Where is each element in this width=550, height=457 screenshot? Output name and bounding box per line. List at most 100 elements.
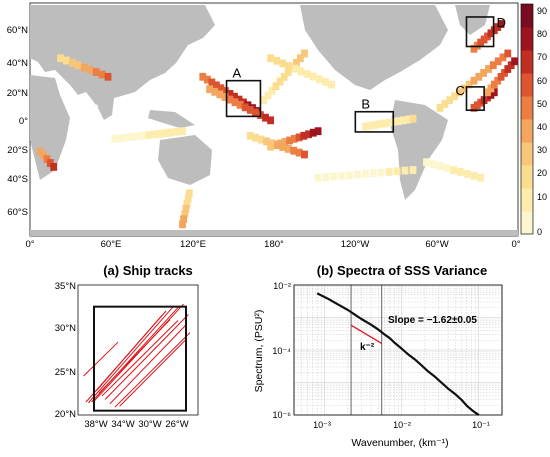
heat-cell <box>122 133 130 142</box>
heat-cell <box>231 92 238 101</box>
ship-tracks-y-tick: 20°N <box>55 409 76 420</box>
colorbar-tick: 30 <box>537 145 547 155</box>
heat-cell <box>241 103 249 112</box>
heat-cell <box>314 127 322 136</box>
spectra-y-tick: 10⁻⁶ <box>273 410 292 420</box>
spectra-x-label: Wavenumber, (km⁻¹) <box>351 437 448 449</box>
spectra-y-label: Spectrum, (PSU²) <box>253 310 265 393</box>
heat-cell <box>267 54 274 63</box>
colorbar-cells <box>521 4 533 235</box>
heat-cell <box>489 61 497 70</box>
heat-cell <box>450 166 457 174</box>
heat-cell <box>217 84 225 93</box>
colorbar-tick: 70 <box>537 52 547 62</box>
heat-cell <box>281 138 289 146</box>
heat-cell <box>236 100 244 109</box>
region-label: C <box>455 83 464 98</box>
k-minus-two-annotation: k⁻² <box>360 342 375 353</box>
ship-track-lines <box>83 303 191 408</box>
heat-cell <box>204 75 211 84</box>
map-y-tick: 20°S <box>7 145 28 156</box>
heat-cell <box>499 53 507 62</box>
ship-track <box>96 315 163 392</box>
spectra-x-ticks: 10⁻³ 10⁻² 10⁻¹ <box>313 420 490 430</box>
map-y-ticks: 60°N 40°N 20°N 0° 20°S 40°S 60°S <box>7 25 28 218</box>
spectra-grid <box>293 284 503 416</box>
spectrum-line <box>316 292 480 416</box>
heat-cell <box>393 167 401 176</box>
colorbar-tick: 20 <box>537 168 547 178</box>
heat-cell <box>257 135 265 144</box>
heat-cell <box>167 128 175 137</box>
region-box <box>465 16 495 48</box>
map-x-tick: 60°E <box>101 239 122 250</box>
heat-cell <box>285 62 293 70</box>
heat-cell <box>74 61 82 70</box>
heat-cell <box>436 162 444 170</box>
heat-cell <box>291 64 299 73</box>
heat-cell <box>117 134 124 143</box>
region-label: A <box>233 66 242 81</box>
heat-cell <box>139 131 147 140</box>
heat-cell <box>451 92 458 101</box>
heat-cell <box>80 63 88 72</box>
heat-cell <box>301 150 308 159</box>
heat-cell <box>36 147 44 156</box>
land-indonesia <box>148 110 195 128</box>
colorbar-tick: 50 <box>537 99 547 109</box>
heat-cell <box>252 108 259 117</box>
colorbar-tick: 10 <box>537 192 547 202</box>
ship-tracks-region-box <box>93 305 187 412</box>
heat-cell <box>272 82 280 90</box>
heat-cell <box>286 136 293 145</box>
map-y-tick: 60°S <box>7 207 28 218</box>
heat-cell <box>504 49 512 58</box>
heat-cell <box>280 72 288 81</box>
land-eurasia <box>30 5 215 105</box>
slope-annotation: Slope = −1.62±0.05 <box>388 315 477 326</box>
region-box <box>225 79 262 118</box>
heat-cell <box>111 135 119 143</box>
heat-cell <box>485 65 492 73</box>
ship-track <box>109 324 187 405</box>
heat-cell <box>370 169 377 178</box>
heat-cell <box>246 131 254 140</box>
heat-cell <box>274 141 281 149</box>
heat-cell <box>268 139 276 148</box>
heat-cell <box>303 70 311 78</box>
heat-cell <box>436 104 444 112</box>
heat-cell <box>263 137 270 146</box>
heat-cell <box>460 84 468 93</box>
colorbar: 90 80 70 60 50 40 30 20 10 0 <box>520 3 547 237</box>
ship-tracks-frame <box>77 284 199 416</box>
heat-cell <box>179 127 186 136</box>
heat-cell <box>133 132 141 141</box>
ship-tracks-x-tick: 38°W <box>84 419 107 430</box>
colorbar-cell <box>521 142 533 166</box>
heat-cell <box>69 58 76 67</box>
colorbar-tick: 60 <box>537 76 547 86</box>
heat-cell <box>457 168 464 176</box>
heat-cell <box>366 121 374 130</box>
ship-track <box>101 320 179 397</box>
heat-cell <box>443 164 451 172</box>
heat-cell <box>222 87 229 95</box>
map-y-tick: 40°S <box>7 174 28 185</box>
map-x-ticks: 0° 60°E 120°E 180° 120°W 60°W 0° <box>25 239 520 250</box>
heat-cell <box>456 88 463 97</box>
heat-cell <box>221 93 229 101</box>
heat-cell <box>252 133 260 142</box>
heat-cell <box>480 69 487 77</box>
spectra-x-tick: 10⁻² <box>393 420 411 430</box>
heat-cell <box>92 68 100 76</box>
heat-cell <box>400 116 407 125</box>
heat-cell <box>276 77 284 86</box>
heat-cell <box>290 146 298 155</box>
land-australia <box>158 135 212 185</box>
colorbar-cell <box>521 27 533 51</box>
ship-tracks-x-tick: 30°W <box>138 419 161 430</box>
heat-cell <box>301 49 308 58</box>
ship-tracks-y-tick: 35°N <box>55 281 76 292</box>
heat-cell <box>211 87 219 96</box>
heat-cell <box>385 168 393 176</box>
